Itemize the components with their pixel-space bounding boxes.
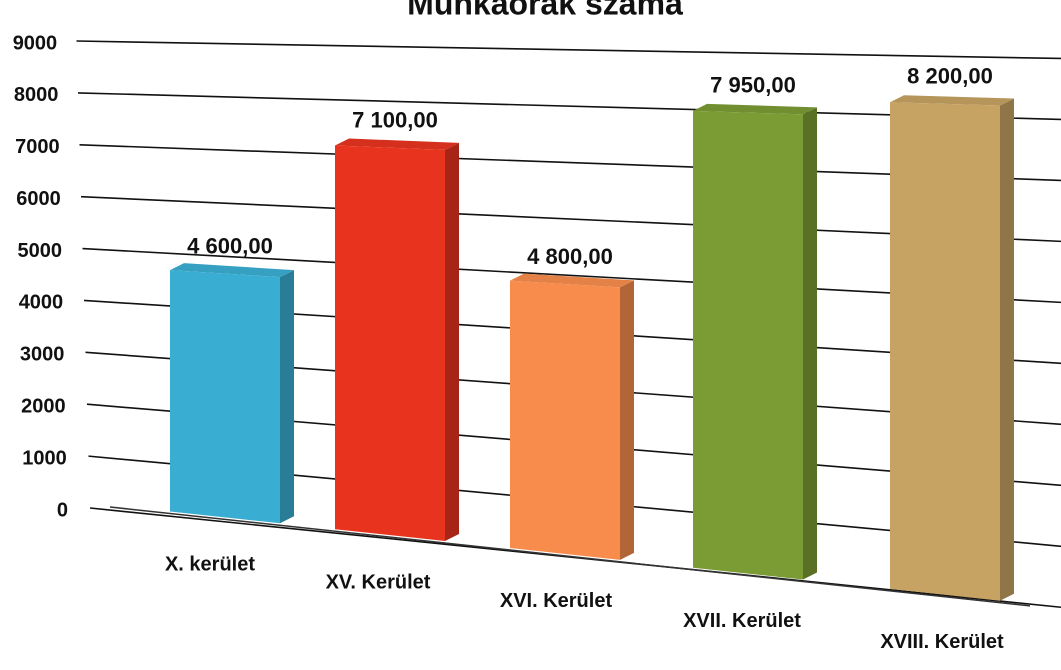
- bar-top: [510, 273, 634, 288]
- x-tick-label: XVI. Kerület: [500, 590, 613, 612]
- x-tick-label: X. kerület: [165, 554, 255, 576]
- data-label: 4 600,00: [187, 233, 273, 258]
- y-tick-label: 0: [57, 499, 68, 521]
- y-tick-label: 1000: [22, 447, 67, 469]
- bar: [335, 145, 445, 542]
- bar-top: [335, 138, 459, 150]
- bar: [890, 102, 1000, 601]
- data-label: 4 800,00: [527, 244, 613, 269]
- y-tick-label: 2000: [21, 396, 66, 418]
- y-tick-label: 3000: [20, 344, 65, 366]
- x-tick-label: XVII. Kerület: [683, 610, 801, 632]
- y-tick-label: 6000: [16, 188, 61, 210]
- bar-top: [170, 263, 294, 278]
- y-tick-label: 4000: [19, 292, 64, 314]
- floor-edge: [109, 506, 1031, 607]
- data-label: 7 950,00: [710, 72, 796, 97]
- bar: [170, 270, 280, 524]
- y-tick-label: 8000: [14, 84, 59, 106]
- x-tick-label: XV. Kerület: [326, 571, 431, 593]
- bar-side: [1000, 98, 1014, 601]
- x-tick-label: XVIII. Kerület: [880, 631, 1004, 653]
- grid-line: [76, 40, 1061, 60]
- bar-side: [280, 270, 294, 524]
- bar: [510, 280, 620, 560]
- bar-side: [620, 280, 634, 560]
- chart-title: Munkaórák száma: [407, 0, 683, 21]
- bar-top: [693, 103, 817, 115]
- bar-side: [445, 142, 459, 542]
- y-tick-label: 5000: [18, 240, 63, 262]
- bar: [693, 110, 803, 580]
- data-label: 7 100,00: [352, 108, 438, 133]
- bar-side: [803, 107, 817, 580]
- y-tick-label: 9000: [13, 32, 58, 54]
- y-tick-label: 7000: [15, 136, 60, 158]
- bar-top: [890, 95, 1014, 106]
- data-label: 8 200,00: [907, 64, 993, 89]
